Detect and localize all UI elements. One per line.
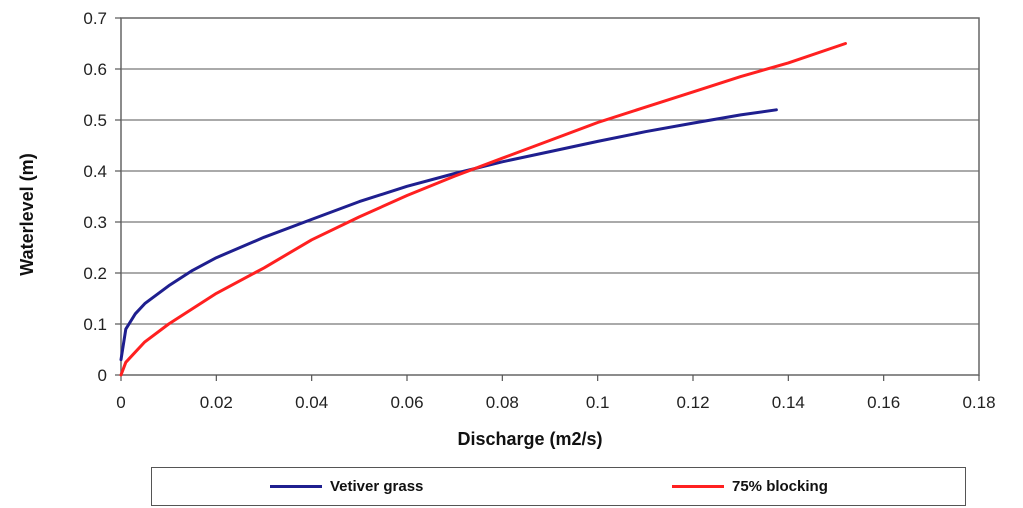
legend-swatch-75-blocking bbox=[672, 485, 724, 488]
legend-item-vetiver-grass: Vetiver grass bbox=[270, 468, 423, 505]
y-tick-label: 0.3 bbox=[83, 213, 107, 232]
x-axis-title: Discharge (m2/s) bbox=[457, 429, 602, 449]
gridlines bbox=[121, 68, 979, 325]
legend-swatch-vetiver-grass bbox=[270, 485, 322, 488]
y-tick-label: 0.6 bbox=[83, 60, 107, 79]
y-tick-label: 0 bbox=[98, 366, 107, 385]
x-tick-labels: 0 0.02 0.04 0.06 0.08 0.1 0.12 0.14 0.16 0.18 bbox=[116, 393, 995, 412]
x-tick-label: 0.1 bbox=[586, 393, 610, 412]
x-tick-label: 0.14 bbox=[772, 393, 805, 412]
x-tick-label: 0 bbox=[116, 393, 125, 412]
series-lines bbox=[119, 42, 847, 377]
y-tick-label: 0.2 bbox=[83, 264, 107, 283]
series-line-75-blocking bbox=[119, 42, 847, 377]
legend-label-vetiver-grass: Vetiver grass bbox=[330, 478, 424, 495]
y-tick-label: 0.5 bbox=[83, 111, 107, 130]
y-tick-label: 0.7 bbox=[83, 9, 107, 28]
legend-label-75-blocking: 75% blocking bbox=[732, 478, 828, 495]
x-tick-label: 0.04 bbox=[295, 393, 328, 412]
y-tick-label: 0.4 bbox=[83, 162, 107, 181]
legend-item-75-blocking: 75% blocking bbox=[672, 468, 828, 505]
series-line-vetiver-grass bbox=[119, 108, 778, 362]
legend: Vetiver grass 75% blocking bbox=[151, 467, 966, 506]
x-tick-label: 0.18 bbox=[962, 393, 995, 412]
x-tick-label: 0.12 bbox=[676, 393, 709, 412]
axis-ticks bbox=[115, 17, 980, 381]
x-tick-label: 0.08 bbox=[486, 393, 519, 412]
plot-area bbox=[120, 17, 980, 376]
y-axis-title: Waterlevel (m) bbox=[17, 153, 37, 275]
x-tick-label: 0.02 bbox=[200, 393, 233, 412]
chart: 0 0.02 0.04 0.06 0.08 0.1 0.12 0.14 0.16 0.18 0 0.… bbox=[17, 9, 996, 449]
x-tick-label: 0.16 bbox=[867, 393, 900, 412]
y-tick-label: 0.1 bbox=[83, 315, 107, 334]
x-tick-label: 0.06 bbox=[390, 393, 423, 412]
y-tick-labels: 0 0.1 0.2 0.3 0.4 0.5 0.6 0.7 bbox=[83, 9, 107, 385]
